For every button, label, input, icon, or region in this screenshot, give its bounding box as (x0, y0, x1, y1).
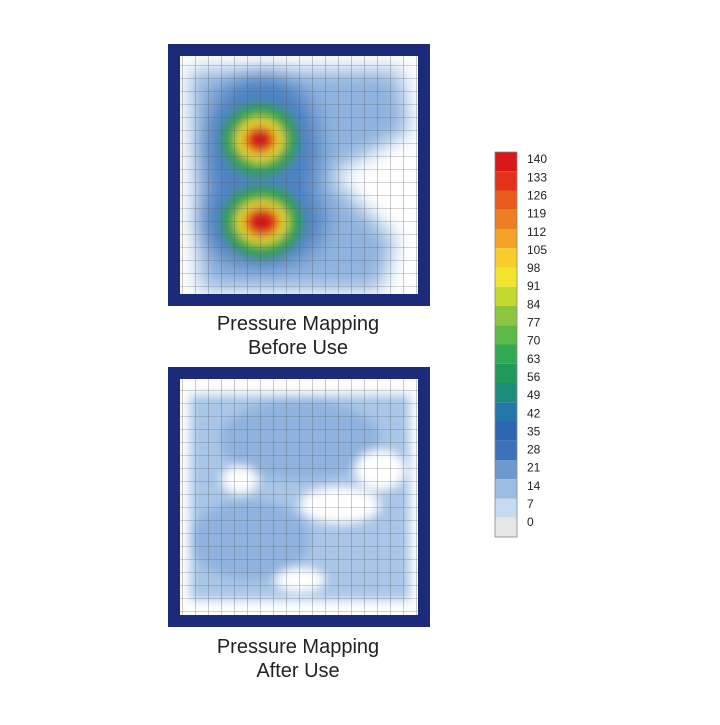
legend-label: 63 (527, 352, 541, 366)
legend-label: 42 (527, 406, 541, 420)
legend-swatch (495, 190, 517, 210)
legend-label: 70 (527, 334, 541, 348)
legend-swatch (495, 325, 517, 345)
legend-label: 112 (527, 225, 546, 239)
legend-label: 35 (527, 424, 541, 438)
legend-label: 126 (527, 188, 547, 202)
legend-label: 91 (527, 279, 541, 293)
legend-label: 84 (527, 297, 541, 311)
legend-frame (494, 151, 518, 538)
legend-swatch (495, 421, 517, 441)
legend-swatch (495, 363, 517, 383)
legend-label: 0 (527, 515, 534, 529)
legend-swatch (495, 306, 517, 326)
pressure-map-after (168, 367, 430, 627)
legend-label: 49 (527, 388, 541, 402)
legend-swatch (495, 209, 517, 229)
legend-swatch (495, 171, 517, 191)
caption: Pressure Mapping (217, 636, 379, 658)
legend-swatch (495, 498, 517, 518)
legend-swatch (495, 402, 517, 422)
legend-swatch (495, 229, 517, 249)
pressure-map-before (168, 44, 430, 306)
legend-swatch (495, 344, 517, 364)
caption: After Use (256, 660, 339, 682)
legend-swatch (495, 383, 517, 403)
legend-swatch (495, 286, 517, 306)
caption: Pressure Mapping (217, 313, 379, 335)
legend-label: 105 (527, 243, 547, 257)
legend-label: 28 (527, 443, 541, 457)
legend: 1401331261191121059891847770635649423528… (494, 151, 547, 538)
legend-swatch (495, 517, 517, 537)
legend-label: 119 (527, 207, 546, 221)
legend-swatch (495, 248, 517, 268)
legend-swatch (495, 460, 517, 480)
legend-label: 140 (527, 152, 547, 166)
caption: Before Use (248, 337, 348, 359)
legend-label: 98 (527, 261, 541, 275)
legend-label: 77 (527, 316, 541, 330)
legend-swatch (495, 440, 517, 460)
legend-label: 14 (527, 479, 541, 493)
legend-swatch (495, 479, 517, 499)
legend-swatch (495, 267, 517, 287)
legend-swatch (495, 152, 517, 172)
legend-label: 7 (527, 497, 534, 511)
legend-label: 21 (527, 461, 541, 475)
legend-label: 56 (527, 370, 541, 384)
legend-label: 133 (527, 170, 547, 184)
